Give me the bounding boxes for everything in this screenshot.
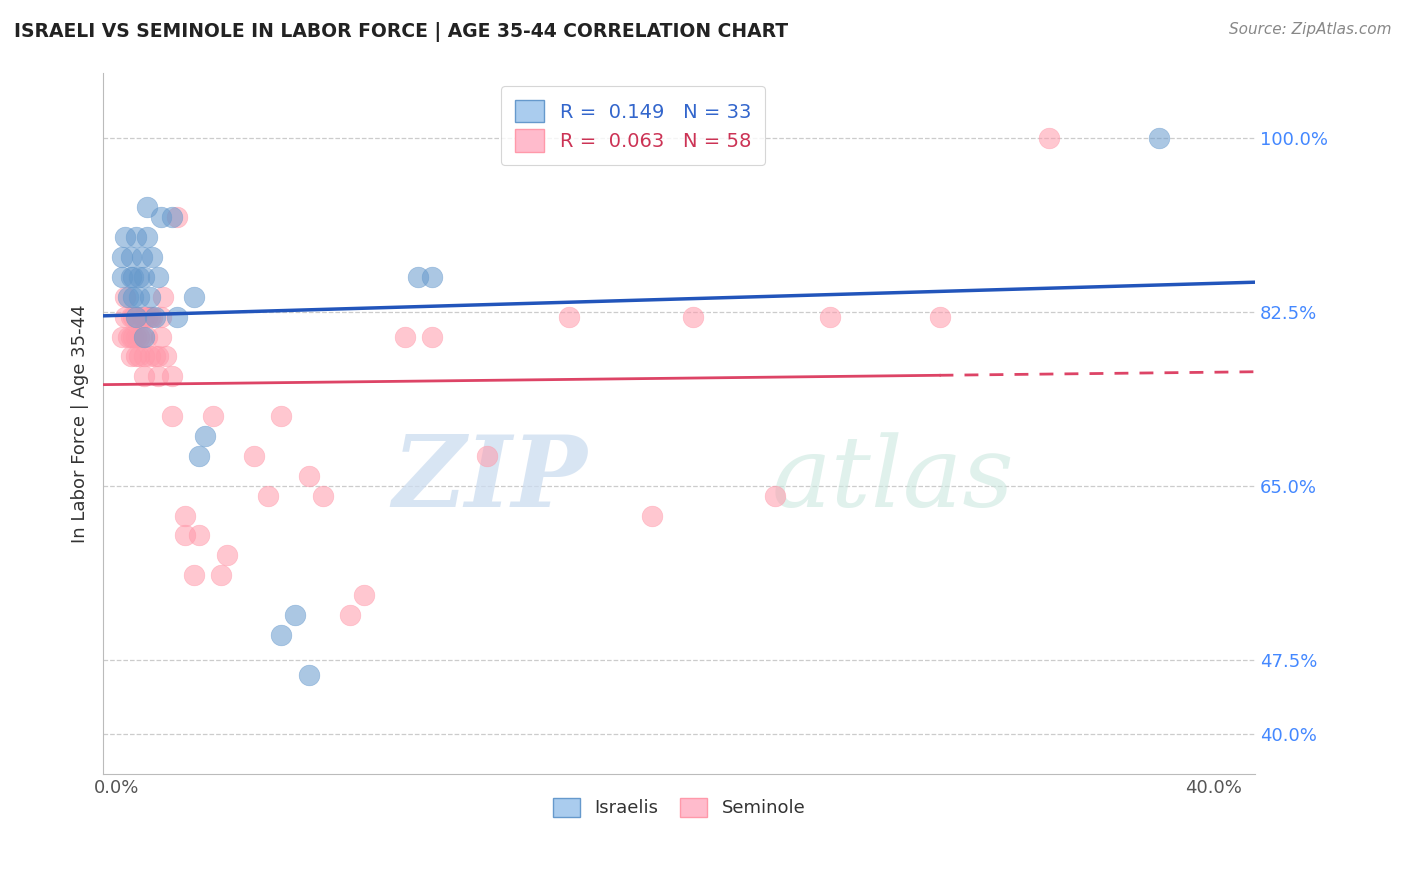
Text: atlas: atlas — [770, 432, 1014, 527]
Point — [131, 310, 153, 324]
Point — [114, 310, 136, 324]
Point — [139, 290, 162, 304]
Point — [1038, 130, 1060, 145]
Point — [256, 489, 278, 503]
Point — [120, 250, 142, 264]
Point — [111, 250, 134, 264]
Point — [134, 310, 156, 324]
Point — [139, 310, 162, 324]
Point — [420, 329, 443, 343]
Point — [394, 329, 416, 343]
Point — [125, 230, 148, 244]
Point — [136, 329, 159, 343]
Point — [640, 508, 662, 523]
Point — [284, 607, 307, 622]
Point — [763, 489, 786, 503]
Point — [136, 230, 159, 244]
Point — [188, 528, 211, 542]
Point — [152, 290, 174, 304]
Point — [475, 449, 498, 463]
Point — [125, 350, 148, 364]
Point — [122, 329, 145, 343]
Point — [120, 329, 142, 343]
Point — [558, 310, 581, 324]
Point — [128, 329, 150, 343]
Point — [125, 310, 148, 324]
Point — [134, 329, 156, 343]
Text: ISRAELI VS SEMINOLE IN LABOR FORCE | AGE 35-44 CORRELATION CHART: ISRAELI VS SEMINOLE IN LABOR FORCE | AGE… — [14, 22, 789, 42]
Point — [408, 269, 430, 284]
Point — [682, 310, 704, 324]
Point — [143, 310, 166, 324]
Point — [141, 310, 163, 324]
Point — [818, 310, 841, 324]
Point — [136, 200, 159, 214]
Point — [160, 210, 183, 224]
Point — [131, 250, 153, 264]
Text: ZIP: ZIP — [392, 432, 586, 528]
Legend: Israelis, Seminole: Israelis, Seminole — [546, 791, 813, 825]
Point — [134, 350, 156, 364]
Point — [166, 210, 188, 224]
Point — [146, 350, 169, 364]
Point — [114, 290, 136, 304]
Point — [114, 230, 136, 244]
Point — [339, 607, 361, 622]
Point — [174, 508, 197, 523]
Point — [149, 210, 172, 224]
Point — [174, 528, 197, 542]
Point — [111, 269, 134, 284]
Point — [298, 468, 321, 483]
Point — [183, 290, 205, 304]
Point — [141, 250, 163, 264]
Point — [134, 369, 156, 384]
Point — [134, 269, 156, 284]
Point — [143, 350, 166, 364]
Point — [122, 269, 145, 284]
Point — [298, 667, 321, 681]
Point — [128, 350, 150, 364]
Point — [311, 489, 333, 503]
Point — [420, 269, 443, 284]
Point — [243, 449, 266, 463]
Point — [270, 628, 292, 642]
Point — [194, 429, 217, 443]
Point — [353, 588, 375, 602]
Point — [128, 290, 150, 304]
Point — [120, 350, 142, 364]
Point — [166, 310, 188, 324]
Point — [270, 409, 292, 423]
Point — [120, 310, 142, 324]
Point — [120, 269, 142, 284]
Point — [183, 568, 205, 582]
Text: Source: ZipAtlas.com: Source: ZipAtlas.com — [1229, 22, 1392, 37]
Point — [125, 329, 148, 343]
Point — [928, 310, 950, 324]
Y-axis label: In Labor Force | Age 35-44: In Labor Force | Age 35-44 — [72, 304, 89, 543]
Point — [149, 310, 172, 324]
Point — [122, 290, 145, 304]
Point — [131, 329, 153, 343]
Point — [188, 449, 211, 463]
Point — [1147, 130, 1170, 145]
Point — [128, 269, 150, 284]
Point — [160, 409, 183, 423]
Point — [146, 269, 169, 284]
Point — [149, 329, 172, 343]
Point — [117, 329, 139, 343]
Point — [215, 549, 238, 563]
Point — [155, 350, 177, 364]
Point — [146, 369, 169, 384]
Point — [139, 350, 162, 364]
Point — [136, 310, 159, 324]
Point — [125, 310, 148, 324]
Point — [201, 409, 224, 423]
Point — [209, 568, 232, 582]
Point — [111, 329, 134, 343]
Point — [117, 290, 139, 304]
Point — [160, 369, 183, 384]
Point — [122, 310, 145, 324]
